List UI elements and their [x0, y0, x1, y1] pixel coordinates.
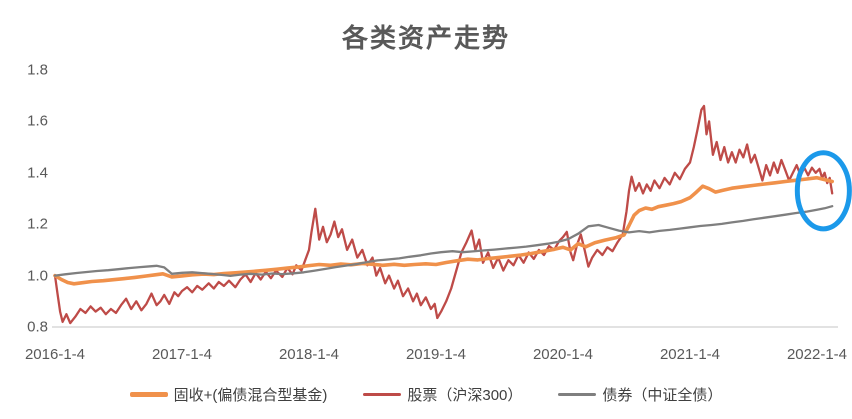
y-axis-tick-label: 1.6 — [27, 112, 48, 130]
x-axis-tick-label: 2018-1-4 — [278, 346, 340, 363]
x-axis-tick-label: 2021-1-4 — [659, 346, 721, 363]
y-axis-tick-label: 1.4 — [27, 164, 48, 182]
y-axis-tick-label: 1.2 — [27, 215, 48, 233]
csi300-stock-line — [53, 104, 834, 325]
fixed-income-plus-legend-label: 固收+(偏债混合型基金) — [173, 387, 328, 404]
legend: 固收+(偏债混合型基金) 股票（沪深300） 债券（中证全债） — [0, 384, 852, 405]
csi300-stock-legend-label: 股票（沪深300） — [407, 387, 523, 404]
x-axis-tick-label: 2020-1-4 — [532, 346, 594, 363]
highlight-ellipse-annotation — [794, 150, 852, 232]
x-axis-tick-label: 2016-1-4 — [24, 346, 86, 363]
csi-aggregate-bond-line — [53, 205, 834, 278]
csi300-stock-legend-swatch — [363, 393, 402, 396]
fixed-income-plus-line — [53, 175, 835, 286]
y-axis-tick-label: 0.8 — [27, 318, 48, 336]
x-axis-tick-label: 2017-1-4 — [151, 346, 213, 363]
x-axis-tick-label: 2019-1-4 — [405, 346, 467, 363]
y-axis-tick-label: 1.0 — [27, 267, 48, 285]
legend-item-csi-aggregate-bond: 债券（中证全债） — [558, 384, 722, 405]
fixed-income-plus-legend-swatch — [129, 392, 168, 397]
csi-aggregate-bond-legend-label: 债券（中证全债） — [602, 387, 723, 404]
legend-item-fixed-income-plus: 固收+(偏债混合型基金) — [129, 384, 328, 405]
y-axis-tick-label: 1.8 — [27, 61, 48, 79]
chart-title: 各类资产走势 — [341, 23, 510, 53]
x-axis-tick-label: 2022-1-4 — [786, 346, 848, 363]
csi-aggregate-bond-legend-swatch — [558, 393, 597, 396]
legend-item-csi300-stock: 股票（沪深300） — [363, 384, 522, 405]
